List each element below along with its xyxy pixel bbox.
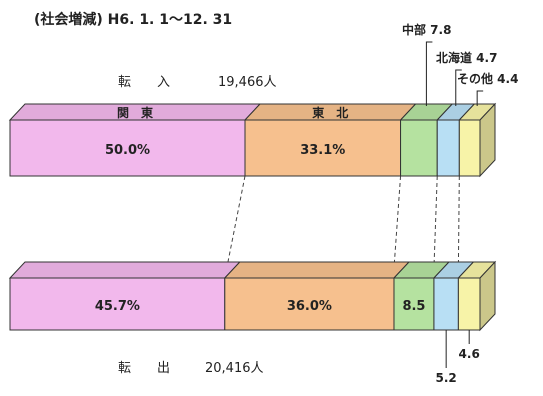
bar-in-segment-0 bbox=[9, 119, 246, 177]
bar-out-segment-1 bbox=[224, 277, 395, 331]
bar-out-top-0 bbox=[8, 261, 241, 279]
inflow-value-label-4: その他 4.4 bbox=[457, 71, 518, 86]
chart-subtitle: (社会増減) H6. 1. 1〜12. 31 bbox=[34, 11, 232, 28]
bar-in-side bbox=[479, 102, 496, 178]
connector-line-1 bbox=[393, 175, 402, 269]
inflow-leader-2 bbox=[425, 41, 433, 106]
outflow-value-label-1: 36.0% bbox=[287, 299, 332, 314]
inflow-total: 19,466人 bbox=[218, 75, 277, 90]
bar-in-segment-3 bbox=[436, 119, 460, 177]
bar-in-segment-2 bbox=[400, 119, 438, 177]
outflow-value-label-3: 5.2 bbox=[436, 371, 457, 385]
bar-in-segment-4 bbox=[458, 119, 481, 177]
outflow-label: 転 出 bbox=[118, 361, 170, 376]
inflow-value-label-0: 50.0% bbox=[105, 143, 150, 158]
connector-lines bbox=[224, 175, 460, 279]
inflow-region-label-1: 東 北 bbox=[312, 105, 348, 120]
inflow-leader-4 bbox=[476, 90, 484, 106]
bar-out-side bbox=[479, 260, 496, 332]
inflow-value-label-2: 中部 7.8 bbox=[402, 22, 451, 37]
bar-in-segment-1 bbox=[244, 119, 402, 177]
inflow-value-label-3: 北海道 4.7 bbox=[436, 50, 497, 65]
value-callouts: 50.0% 関 東 33.1% 東 北 中部 7.8 北海道 4.7 その他 4.4 45.7… bbox=[95, 22, 519, 385]
inflow-region-label-0: 関 東 bbox=[117, 105, 153, 120]
outflow-bar bbox=[8, 260, 497, 332]
bar-out-segment-4 bbox=[457, 277, 481, 331]
connector-line-3 bbox=[457, 175, 460, 269]
inflow-value-label-1: 33.1% bbox=[300, 143, 345, 158]
bar-out-segment-3 bbox=[433, 277, 459, 331]
inflow-label: 転 入 bbox=[118, 75, 170, 90]
connector-line-0 bbox=[224, 175, 246, 279]
bar-out-segment-2 bbox=[393, 277, 435, 331]
outflow-value-label-4: 4.6 bbox=[459, 347, 480, 361]
outflow-value-label-2: 8.5 bbox=[402, 299, 425, 314]
inflow-bar bbox=[8, 102, 497, 178]
bar-out-top-1 bbox=[223, 261, 411, 279]
inflow-leader-3 bbox=[455, 69, 462, 106]
connector-line-2 bbox=[433, 175, 438, 269]
outflow-value-label-0: 45.7% bbox=[95, 299, 140, 314]
outflow-total: 20,416人 bbox=[205, 361, 264, 376]
